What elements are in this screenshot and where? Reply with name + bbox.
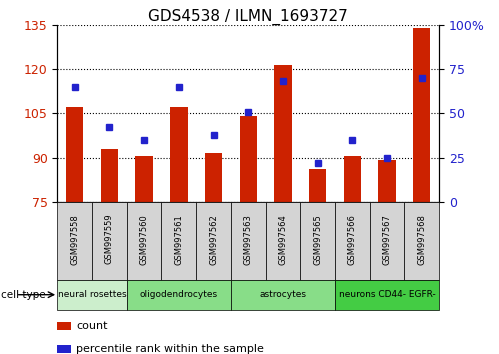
Text: GSM997565: GSM997565 [313,214,322,264]
Text: GSM997566: GSM997566 [348,214,357,264]
Text: GSM997563: GSM997563 [244,214,253,264]
Bar [378,160,396,202]
FancyBboxPatch shape [57,202,92,280]
Text: count: count [76,321,108,331]
FancyBboxPatch shape [335,280,439,310]
FancyBboxPatch shape [300,202,335,280]
FancyBboxPatch shape [57,280,127,310]
Bar [344,156,361,202]
Bar [135,156,153,202]
Text: GSM997564: GSM997564 [278,214,287,264]
Bar [57,322,71,331]
Text: GSM997562: GSM997562 [209,214,218,264]
FancyBboxPatch shape [162,202,196,280]
FancyBboxPatch shape [370,202,404,280]
Text: GSM997560: GSM997560 [140,214,149,264]
Text: neurons CD44- EGFR-: neurons CD44- EGFR- [339,290,436,299]
Text: astrocytes: astrocytes [259,290,306,299]
Text: neural rosettes: neural rosettes [58,290,126,299]
FancyBboxPatch shape [231,202,265,280]
Text: GSM997561: GSM997561 [174,214,183,264]
Bar [309,169,326,202]
Text: GSM997559: GSM997559 [105,214,114,264]
FancyBboxPatch shape [92,202,127,280]
Bar [66,107,83,202]
Text: GSM997567: GSM997567 [383,214,392,264]
FancyBboxPatch shape [404,202,439,280]
Bar [57,345,71,353]
Bar [205,153,222,202]
Bar [240,116,257,202]
Text: oligodendrocytes: oligodendrocytes [140,290,218,299]
Bar [274,65,291,202]
Bar [170,107,188,202]
Bar [413,28,431,202]
Title: GDS4538 / ILMN_1693727: GDS4538 / ILMN_1693727 [148,8,348,25]
Bar [101,149,118,202]
FancyBboxPatch shape [127,280,231,310]
FancyBboxPatch shape [127,202,162,280]
Text: GSM997568: GSM997568 [417,214,426,264]
Text: cell type: cell type [1,290,45,300]
FancyBboxPatch shape [231,280,335,310]
Text: percentile rank within the sample: percentile rank within the sample [76,344,264,354]
FancyBboxPatch shape [196,202,231,280]
Text: GSM997558: GSM997558 [70,214,79,264]
FancyBboxPatch shape [335,202,370,280]
FancyBboxPatch shape [265,202,300,280]
